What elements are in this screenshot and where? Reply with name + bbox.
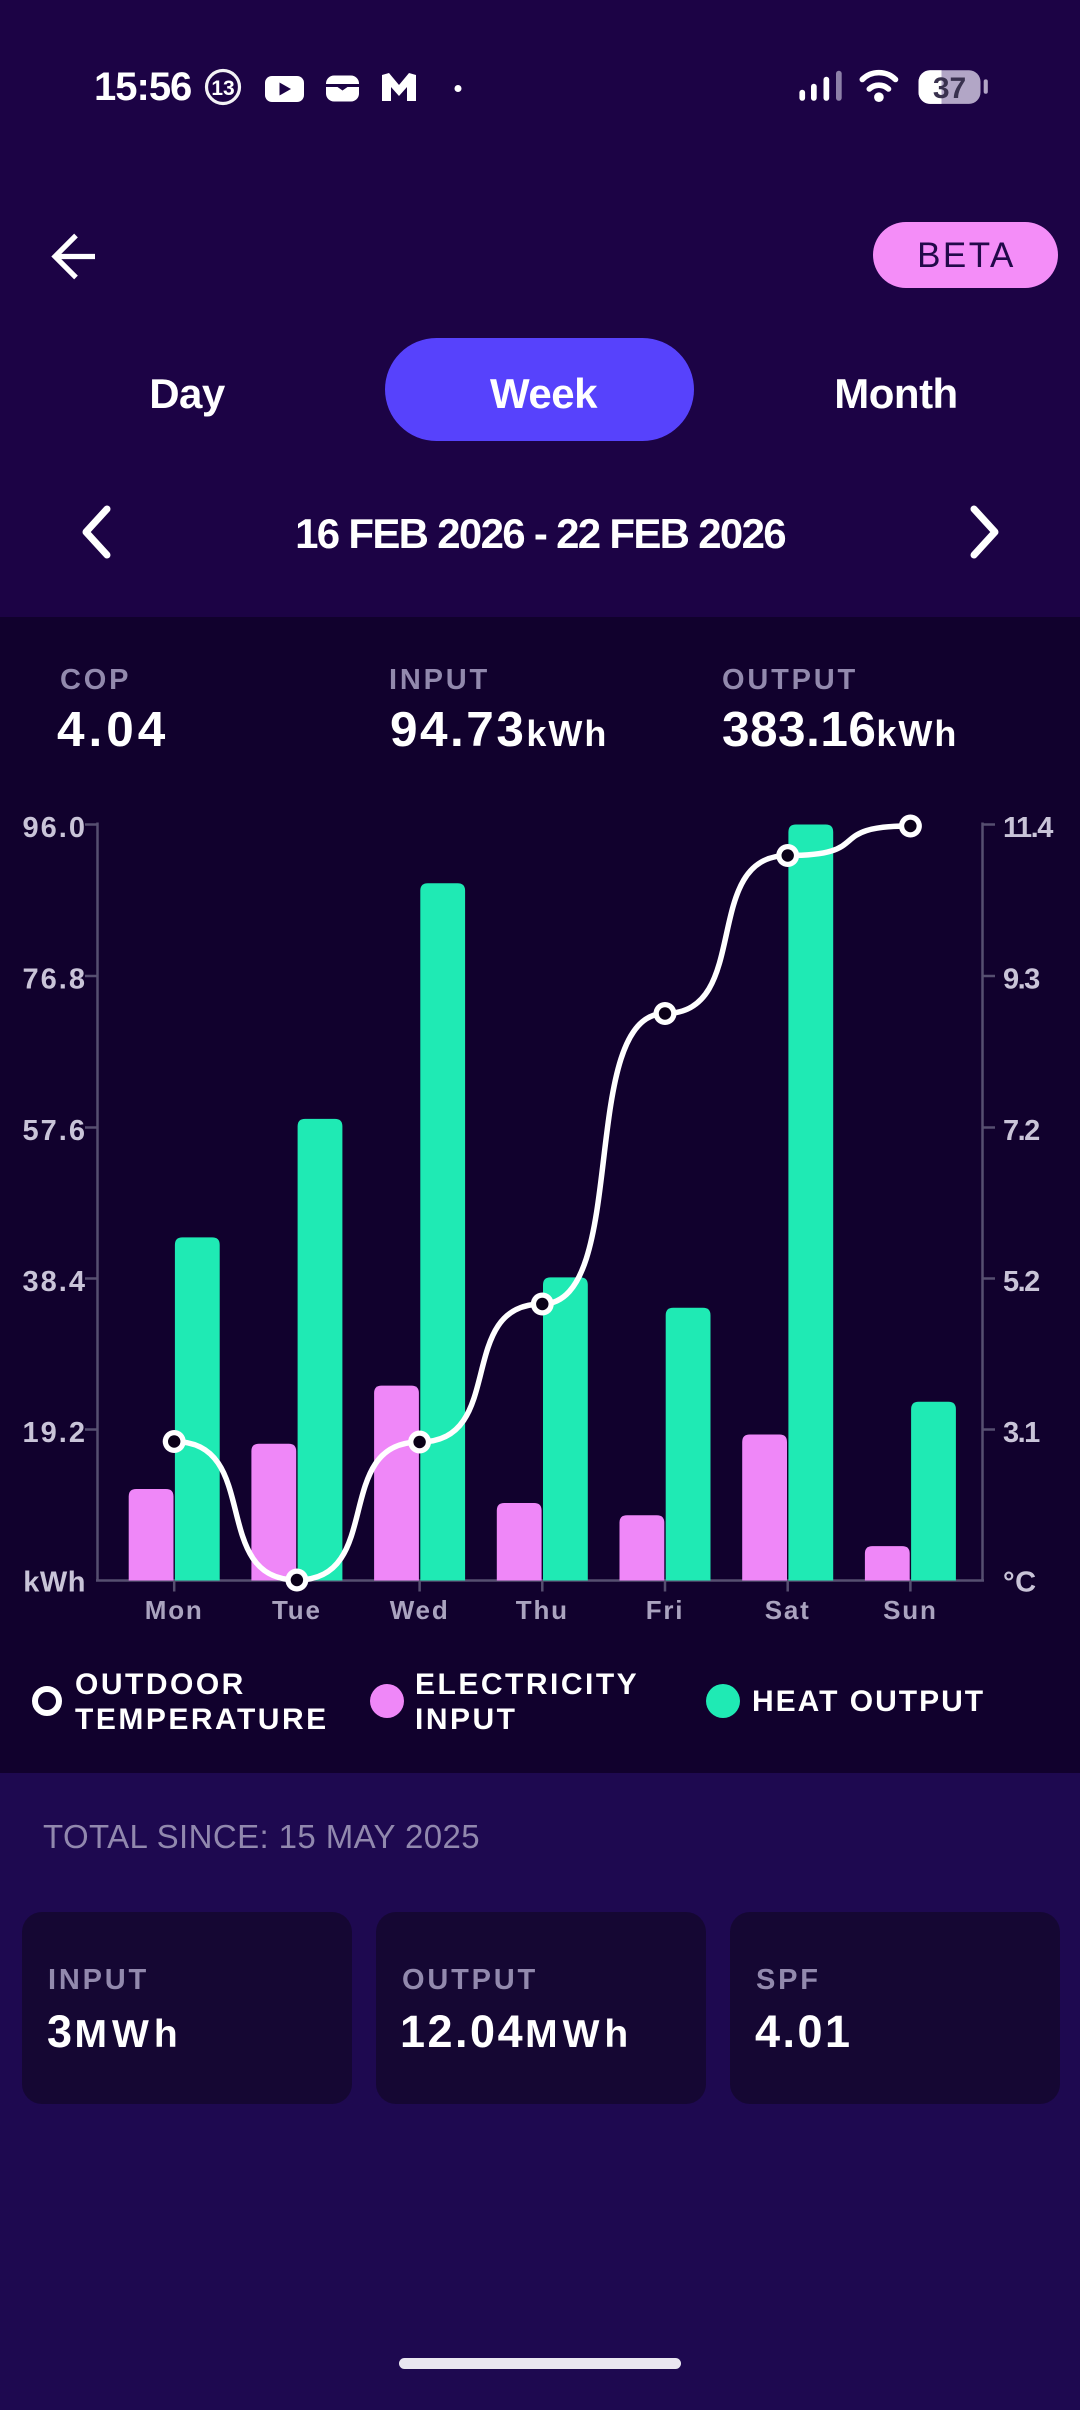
svg-text:5.2: 5.2 xyxy=(1003,1266,1039,1298)
svg-text:57.6: 57.6 xyxy=(23,1115,87,1147)
svg-text:96.0: 96.0 xyxy=(23,812,87,844)
svg-text:38.4: 38.4 xyxy=(23,1266,87,1298)
svg-text:Wed: Wed xyxy=(390,1595,450,1625)
svg-text:Fri: Fri xyxy=(646,1595,685,1625)
svg-text:°C: °C xyxy=(1003,1567,1037,1599)
svg-text:Tue: Tue xyxy=(272,1595,322,1625)
svg-text:19.2: 19.2 xyxy=(23,1417,87,1449)
svg-text:11.4: 11.4 xyxy=(1003,812,1053,844)
svg-text:37: 37 xyxy=(933,72,966,105)
svg-text:7.2: 7.2 xyxy=(1003,1115,1039,1147)
svg-text:13: 13 xyxy=(211,77,234,100)
svg-text:3.1: 3.1 xyxy=(1003,1417,1040,1449)
svg-text:76.8: 76.8 xyxy=(23,964,87,996)
svg-text:Thu: Thu xyxy=(516,1595,569,1625)
svg-text:Mon: Mon xyxy=(145,1595,204,1625)
svg-text:Sat: Sat xyxy=(765,1595,811,1625)
svg-text:kWh: kWh xyxy=(23,1567,86,1599)
svg-text:Sun: Sun xyxy=(883,1595,938,1625)
svg-text:9.3: 9.3 xyxy=(1003,964,1040,996)
